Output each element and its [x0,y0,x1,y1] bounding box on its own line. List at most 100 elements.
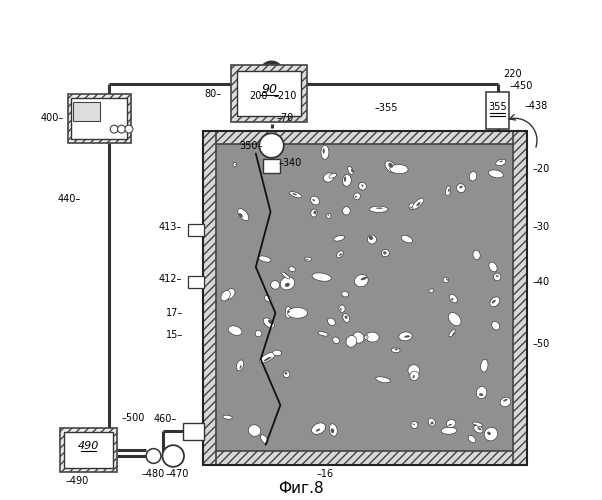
Ellipse shape [264,318,275,328]
Ellipse shape [287,310,290,313]
Ellipse shape [443,277,448,283]
Ellipse shape [223,416,232,419]
Ellipse shape [221,290,231,301]
Ellipse shape [381,250,389,256]
Ellipse shape [395,348,398,350]
Ellipse shape [340,308,342,311]
Ellipse shape [255,330,262,337]
Text: 460–: 460– [154,414,177,424]
Ellipse shape [410,207,412,208]
Ellipse shape [344,176,346,182]
Ellipse shape [261,435,268,444]
Ellipse shape [224,288,235,300]
Bar [203,451,527,465]
Ellipse shape [264,356,272,362]
Ellipse shape [367,235,376,244]
Ellipse shape [446,278,448,281]
Text: 490: 490 [78,441,99,451]
Ellipse shape [334,236,344,241]
Text: 355: 355 [488,102,507,112]
Circle shape [125,125,133,133]
Text: 412–: 412– [158,274,182,284]
Text: –438: –438 [525,101,548,111]
Ellipse shape [286,274,288,276]
Ellipse shape [238,208,249,220]
Ellipse shape [237,360,244,371]
Circle shape [117,125,125,133]
Ellipse shape [327,214,331,218]
Ellipse shape [329,424,337,436]
Ellipse shape [404,336,410,338]
Ellipse shape [290,192,302,198]
Ellipse shape [366,332,379,342]
Ellipse shape [239,213,243,218]
Ellipse shape [280,276,295,290]
Ellipse shape [489,262,497,272]
Ellipse shape [366,336,367,338]
Ellipse shape [429,289,433,292]
Ellipse shape [316,428,320,432]
Bar [188,276,203,288]
Ellipse shape [318,332,328,336]
Text: 413–: 413– [158,222,182,232]
Ellipse shape [441,428,457,434]
Ellipse shape [468,436,476,442]
Ellipse shape [285,372,287,374]
Ellipse shape [355,274,368,287]
Ellipse shape [487,432,491,435]
Ellipse shape [430,422,433,424]
Ellipse shape [412,198,424,209]
Ellipse shape [503,399,507,402]
Ellipse shape [376,208,383,209]
Ellipse shape [364,335,368,340]
Ellipse shape [452,332,455,335]
Ellipse shape [449,294,458,303]
Ellipse shape [249,425,261,436]
Text: 220: 220 [503,69,522,79]
Ellipse shape [271,280,279,289]
Text: 200: 200 [249,91,268,101]
Text: –30: –30 [532,222,549,232]
Text: –70: –70 [276,114,294,124]
Ellipse shape [285,306,291,318]
Ellipse shape [449,330,455,337]
Ellipse shape [343,314,350,322]
Text: –16: –16 [316,468,334,478]
Text: –355: –355 [374,104,399,114]
Ellipse shape [314,210,317,214]
Ellipse shape [413,424,415,425]
Ellipse shape [348,166,353,174]
Bar [72,98,128,139]
Ellipse shape [329,174,337,178]
Ellipse shape [391,348,400,352]
Ellipse shape [473,250,480,260]
Bar [73,102,101,121]
Ellipse shape [305,257,311,261]
Text: –210: –210 [274,91,297,101]
Ellipse shape [321,145,329,160]
Ellipse shape [233,162,237,167]
Ellipse shape [324,173,334,182]
Ellipse shape [343,174,351,186]
Circle shape [259,134,284,158]
Ellipse shape [337,251,343,258]
Ellipse shape [344,316,347,319]
Ellipse shape [399,332,412,340]
Text: –50: –50 [532,338,549,348]
Ellipse shape [496,275,498,277]
Text: –340: –340 [279,158,302,168]
Ellipse shape [388,163,393,168]
Text: –20: –20 [532,164,549,174]
Circle shape [110,125,118,133]
Ellipse shape [287,308,308,318]
Ellipse shape [311,196,320,205]
Text: –470: –470 [166,468,189,478]
Text: –490: –490 [66,476,89,486]
Ellipse shape [409,203,415,209]
Ellipse shape [240,365,241,370]
Ellipse shape [323,148,324,154]
Bar [64,432,113,469]
Text: 350–: 350– [240,140,263,150]
Ellipse shape [456,184,465,192]
Ellipse shape [268,320,273,324]
